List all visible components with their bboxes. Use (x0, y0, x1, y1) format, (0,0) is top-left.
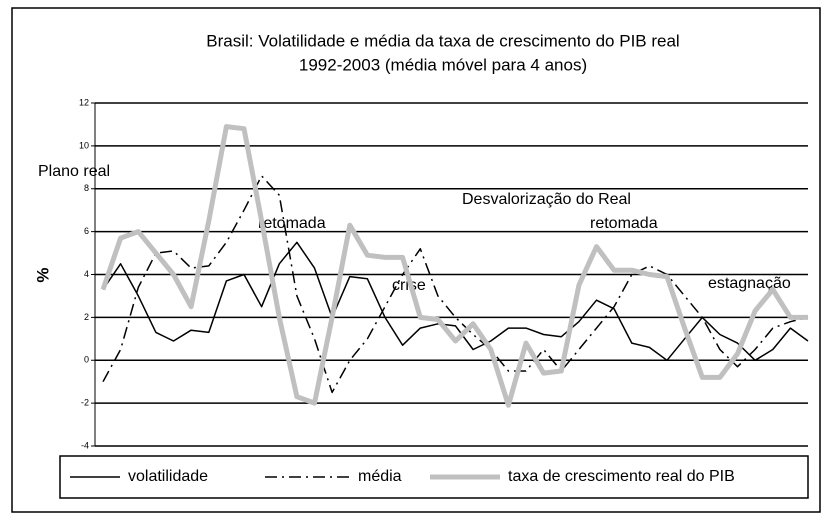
legend-label: taxa de crescimento real do PIB (508, 468, 735, 485)
series-line (102, 241, 809, 362)
y-tick-label: -4 (81, 440, 89, 450)
legend-label: volatilidade (128, 468, 208, 485)
y-tick-label: 10 (79, 140, 89, 150)
chart-subtitle: 1992-2003 (média móvel para 4 anos) (299, 55, 587, 74)
series-line (100, 124, 808, 408)
y-axis-label: % (33, 267, 52, 282)
y-tick-label: 2 (84, 312, 89, 322)
series-line (102, 175, 809, 394)
y-tick-label: 8 (84, 183, 89, 193)
y-tick-label: 4 (84, 269, 89, 279)
y-tick-label: 6 (84, 226, 89, 236)
annotation: retomada (258, 215, 326, 232)
annotation: retomada (590, 215, 658, 232)
annotation: Plano real (38, 163, 110, 180)
chart-title: Brasil: Volatilidade e média da taxa de … (206, 31, 679, 50)
annotation: estagnação (708, 275, 791, 292)
y-tick-label: 12 (79, 97, 89, 107)
annotation: Desvalorização do Real (462, 191, 631, 208)
frame (11, 7, 821, 513)
legend-label: média (358, 468, 402, 485)
y-tick-label: -2 (81, 398, 89, 408)
y-tick-label: 0 (84, 355, 89, 365)
